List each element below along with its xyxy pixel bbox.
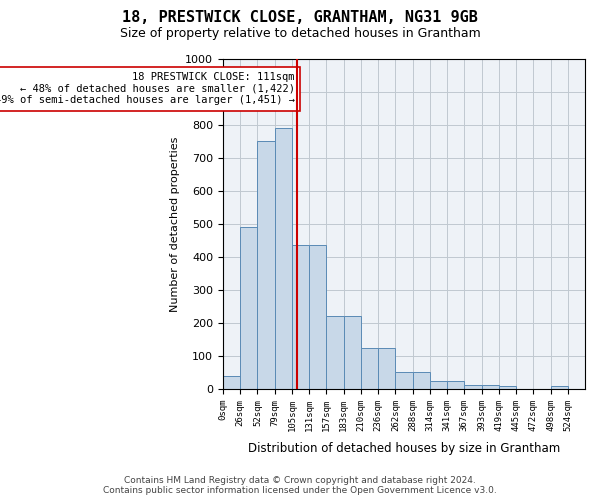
Bar	[240, 228, 257, 389]
Text: 18, PRESTWICK CLOSE, GRANTHAM, NG31 9GB: 18, PRESTWICK CLOSE, GRANTHAM, NG31 9GB	[122, 10, 478, 25]
Bar	[309, 246, 326, 389]
Text: Size of property relative to detached houses in Grantham: Size of property relative to detached ho…	[119, 28, 481, 40]
Bar	[464, 385, 482, 389]
Bar	[361, 348, 378, 389]
Bar	[447, 380, 464, 389]
Bar	[275, 128, 292, 389]
Bar	[326, 316, 344, 389]
Bar	[413, 372, 430, 389]
Bar	[292, 246, 309, 389]
Y-axis label: Number of detached properties: Number of detached properties	[170, 136, 180, 312]
Bar	[551, 386, 568, 389]
Bar	[223, 376, 240, 389]
Text: Contains HM Land Registry data © Crown copyright and database right 2024.
Contai: Contains HM Land Registry data © Crown c…	[103, 476, 497, 495]
Bar	[257, 142, 275, 389]
X-axis label: Distribution of detached houses by size in Grantham: Distribution of detached houses by size …	[248, 442, 560, 455]
Bar	[482, 385, 499, 389]
Bar	[430, 380, 447, 389]
Text: 18 PRESTWICK CLOSE: 111sqm
← 48% of detached houses are smaller (1,422)
49% of s: 18 PRESTWICK CLOSE: 111sqm ← 48% of deta…	[0, 72, 295, 106]
Bar	[499, 386, 516, 389]
Bar	[378, 348, 395, 389]
Bar	[395, 372, 413, 389]
Bar	[344, 316, 361, 389]
